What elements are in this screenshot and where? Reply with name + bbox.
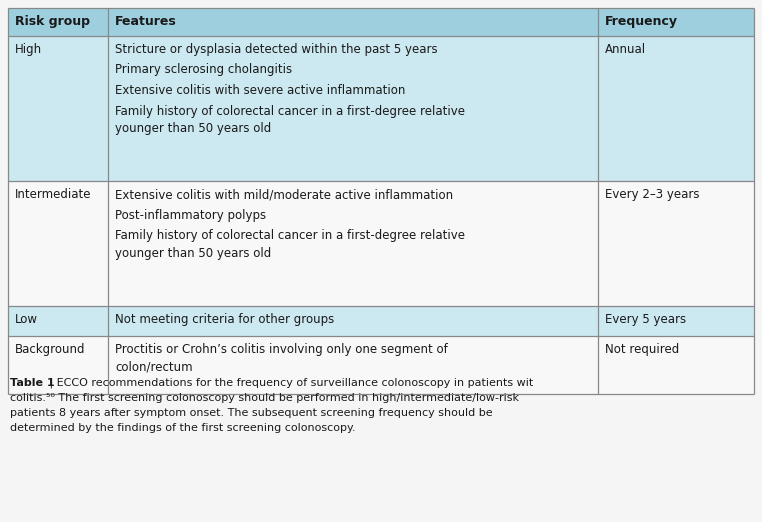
Bar — [8, 336, 754, 394]
Text: younger than 50 years old: younger than 50 years old — [115, 246, 271, 259]
Bar — [8, 8, 754, 36]
Text: Extensive colitis with mild/moderate active inflammation: Extensive colitis with mild/moderate act… — [115, 188, 453, 201]
Text: Proctitis or Crohn’s colitis involving only one segment of: Proctitis or Crohn’s colitis involving o… — [115, 343, 448, 356]
Text: Low: Low — [15, 313, 38, 326]
Text: colon/rectum: colon/rectum — [115, 361, 193, 374]
Text: Post-inflammatory polyps: Post-inflammatory polyps — [115, 208, 266, 221]
Text: colitis.⁵⁰ The first screening colonoscopy should be performed in high/intermedi: colitis.⁵⁰ The first screening colonosco… — [10, 393, 519, 403]
Bar — [8, 36, 754, 181]
Text: determined by the findings of the first screening colonoscopy.: determined by the findings of the first … — [10, 423, 356, 433]
Text: Table 1: Table 1 — [10, 378, 55, 388]
Text: patients 8 years after symptom onset. The subsequent screening frequency should : patients 8 years after symptom onset. Th… — [10, 408, 492, 418]
Text: Not meeting criteria for other groups: Not meeting criteria for other groups — [115, 313, 335, 326]
Text: High: High — [15, 43, 42, 56]
Text: Stricture or dysplasia detected within the past 5 years: Stricture or dysplasia detected within t… — [115, 43, 437, 56]
Text: Not required: Not required — [605, 343, 679, 356]
Text: Intermediate: Intermediate — [15, 188, 91, 201]
Text: Every 5 years: Every 5 years — [605, 313, 686, 326]
Text: Frequency: Frequency — [605, 15, 678, 28]
Text: younger than 50 years old: younger than 50 years old — [115, 122, 271, 135]
Text: Family history of colorectal cancer in a first-degree relative: Family history of colorectal cancer in a… — [115, 229, 465, 242]
Text: Primary sclerosing cholangitis: Primary sclerosing cholangitis — [115, 64, 292, 77]
Text: Annual: Annual — [605, 43, 646, 56]
Text: Family history of colorectal cancer in a first-degree relative: Family history of colorectal cancer in a… — [115, 104, 465, 117]
Text: | ECCO recommendations for the frequency of surveillance colonoscopy in patients: | ECCO recommendations for the frequency… — [46, 378, 533, 388]
Text: Background: Background — [15, 343, 85, 356]
Text: Risk group: Risk group — [15, 15, 90, 28]
Text: Every 2–3 years: Every 2–3 years — [605, 188, 700, 201]
Text: Features: Features — [115, 15, 177, 28]
Text: Extensive colitis with severe active inflammation: Extensive colitis with severe active inf… — [115, 84, 405, 97]
Bar — [8, 306, 754, 336]
Bar — [8, 181, 754, 306]
